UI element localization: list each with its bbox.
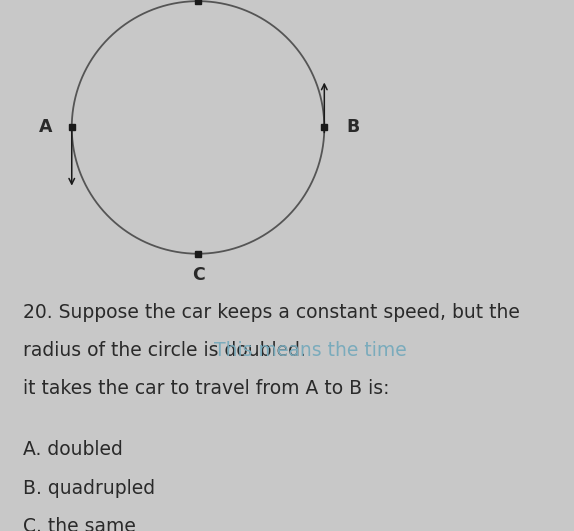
Text: This means the time: This means the time bbox=[214, 341, 407, 360]
Text: B: B bbox=[346, 118, 360, 136]
Text: A. doubled: A. doubled bbox=[23, 440, 123, 459]
Text: C. the same: C. the same bbox=[23, 517, 136, 531]
Text: B. quadrupled: B. quadrupled bbox=[23, 478, 155, 498]
Text: A: A bbox=[39, 118, 53, 136]
Text: 20. Suppose the car keeps a constant speed, but the: 20. Suppose the car keeps a constant spe… bbox=[23, 303, 520, 322]
Text: radius of the circle is doubled.: radius of the circle is doubled. bbox=[23, 341, 318, 360]
Text: it takes the car to travel from A to B is:: it takes the car to travel from A to B i… bbox=[23, 379, 390, 398]
Text: C: C bbox=[192, 266, 204, 284]
